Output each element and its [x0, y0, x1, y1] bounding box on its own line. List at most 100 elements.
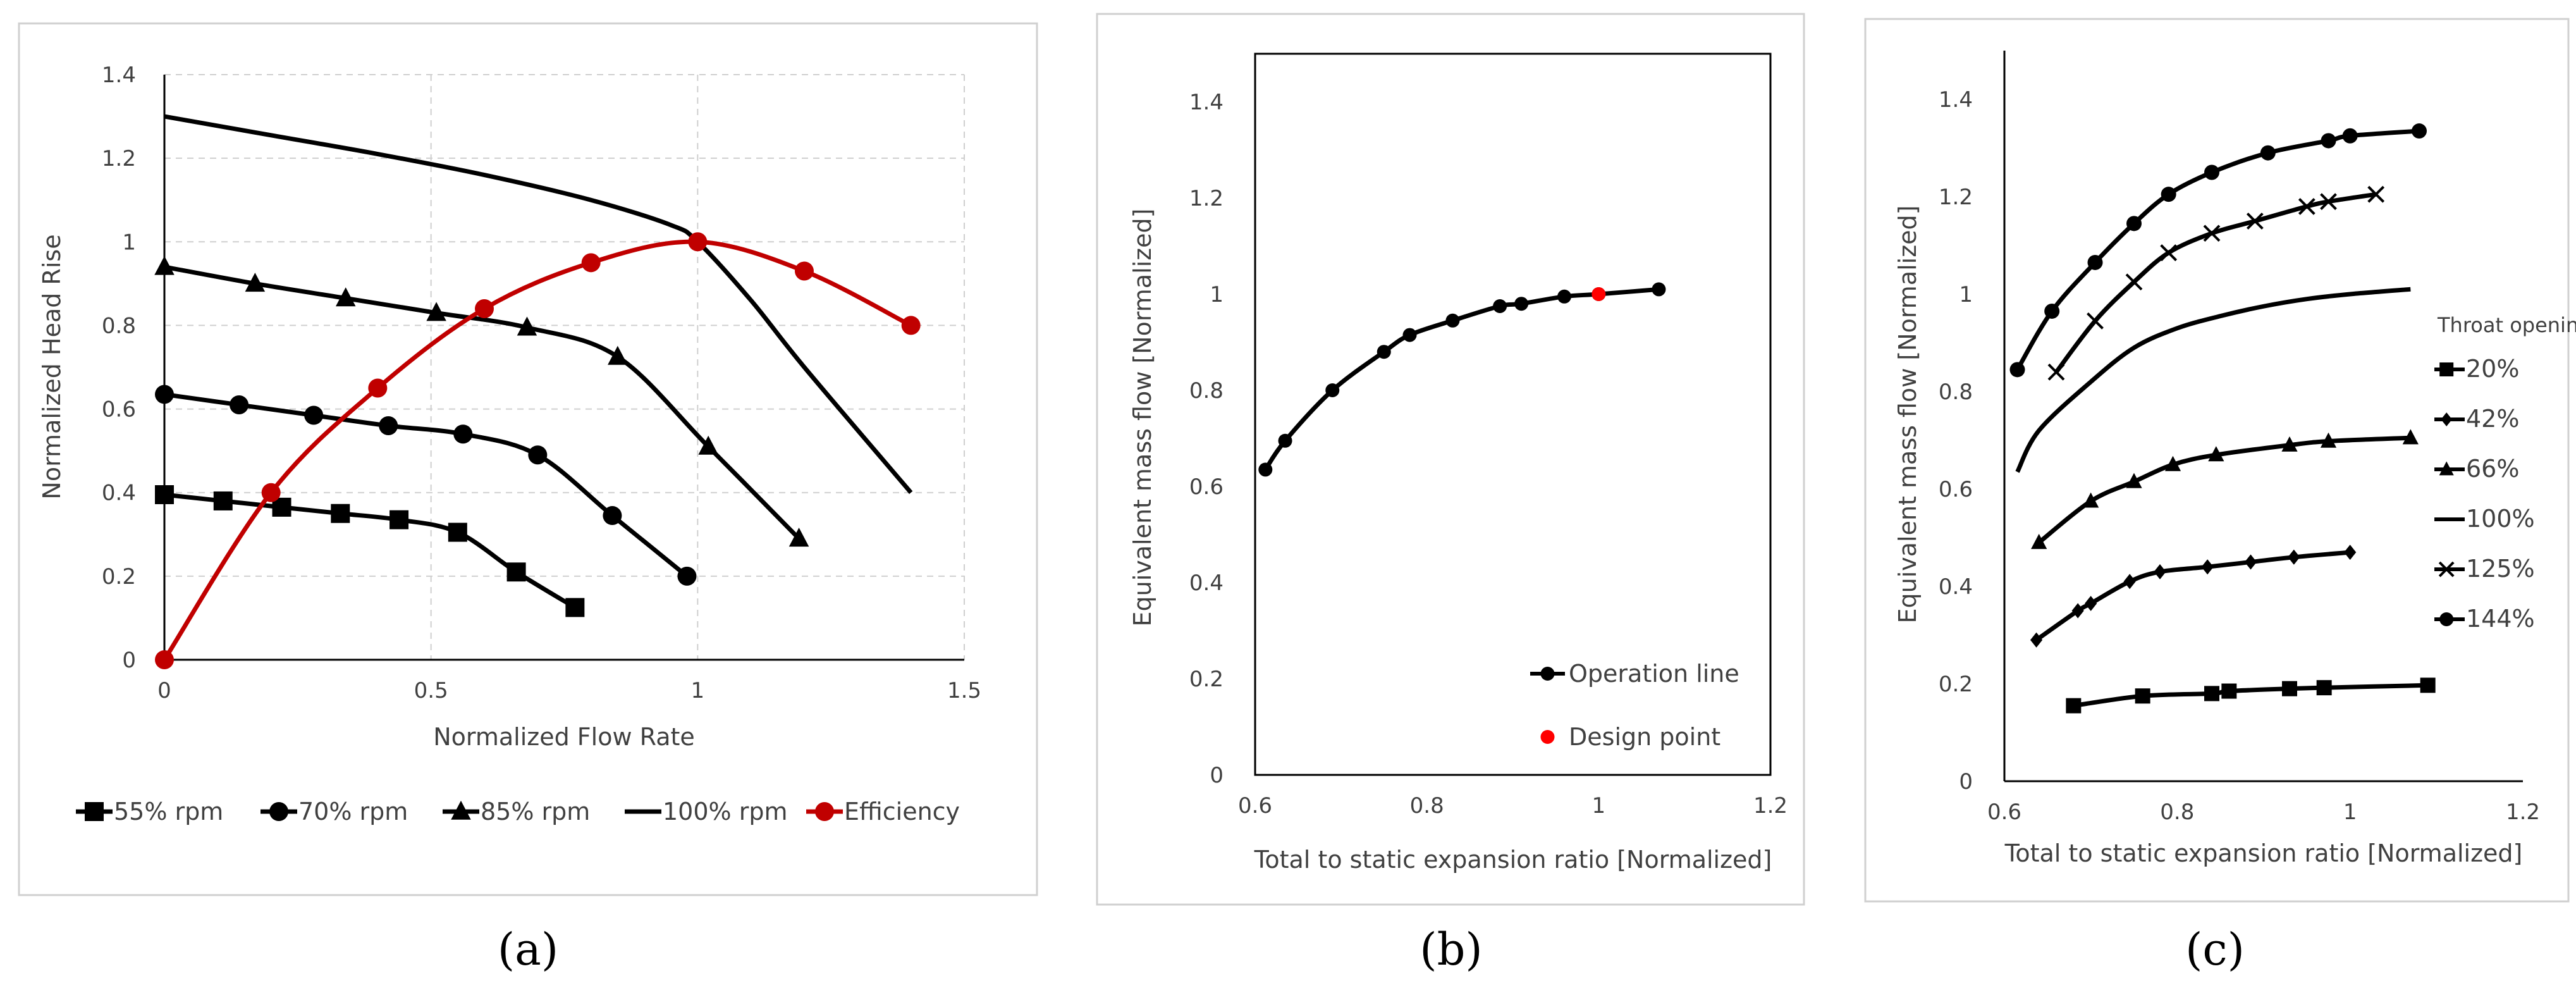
c-point-20-1	[2135, 688, 2150, 704]
b-point-operation-line-6	[1493, 299, 1507, 313]
a-point-efficiency-0	[155, 650, 174, 669]
a-point-55-rpm-1	[213, 491, 233, 510]
a-point-70-rpm-6	[603, 506, 622, 526]
b-plot-frame	[1254, 53, 1772, 776]
c-legend-item-3: 100%	[2434, 505, 2535, 533]
a-legend-item-0: 55% rpm	[76, 798, 223, 825]
c-point-144-4	[2161, 187, 2176, 202]
b-point-operation-line-2	[1325, 383, 1340, 397]
c-point-66-2	[2126, 473, 2142, 488]
a-point-efficiency-6	[795, 261, 814, 281]
b-legend-label-0: Operation line	[1569, 660, 1739, 688]
a-point-85-rpm-7	[788, 528, 809, 547]
a-point-70-rpm-0	[155, 385, 174, 404]
b-y-tick-label-0: 0	[1210, 763, 1224, 788]
a-point-70-rpm-1	[230, 395, 249, 414]
b-point-operation-line-1	[1278, 433, 1292, 448]
b-y-tick-label-4: 0.8	[1189, 378, 1224, 404]
c-series-42	[2030, 545, 2357, 648]
c-legend-label-2: 66%	[2466, 455, 2519, 483]
c-point-42-0	[2030, 632, 2043, 648]
b-series-design-point	[1592, 287, 1606, 301]
c-point-144-3	[2126, 216, 2142, 232]
b-y-axis-label: Equivalent mass flow [Normalized]	[1129, 208, 1156, 626]
a-y-tick-label-5: 1	[122, 230, 136, 255]
c-series-66	[2031, 429, 2419, 549]
a-series-85-rpm	[154, 256, 809, 547]
b-x-tick-label-3: 1.2	[1753, 793, 1788, 819]
c-series-144	[2009, 123, 2427, 378]
a-x-tick-label-0: 0	[157, 678, 171, 703]
c-point-125-3	[2160, 244, 2178, 261]
c-point-66-0	[2031, 533, 2047, 549]
b-y-tick-label-1: 0.2	[1189, 667, 1224, 692]
c-legend-marker-2	[2439, 461, 2454, 476]
c-point-125-5	[2246, 213, 2264, 230]
b-legend-label-1: Design point	[1569, 723, 1720, 751]
b-y-tick-label-7: 1.4	[1189, 90, 1224, 115]
c-point-66-7	[2402, 429, 2419, 445]
c-point-42-6	[2244, 554, 2257, 570]
b-point-design-point-0	[1592, 287, 1606, 301]
a-point-55-rpm-4	[389, 510, 409, 529]
c-point-20-0	[2066, 698, 2082, 714]
a-point-70-rpm-2	[304, 405, 324, 425]
c-point-144-0	[2009, 362, 2025, 378]
a-series-line-100-rpm	[164, 114, 913, 494]
panel-a-chart: 0 0.2 0.4 0.6 0.8 1 1.2 1.4 0 0.5 1 1.5 Normalized F…	[38, 63, 981, 825]
c-legend-marker-1	[2441, 412, 2452, 426]
c-point-125-6	[2298, 197, 2315, 215]
c-point-125-1	[2087, 312, 2104, 330]
b-x-tick-label-0: 0.6	[1238, 793, 1272, 819]
a-point-85-rpm-5	[608, 345, 628, 365]
c-legend-item-1: 42%	[2434, 405, 2519, 433]
a-y-tick-label-4: 0.8	[102, 313, 136, 338]
c-y-tick-label-2: 0.4	[1939, 574, 1973, 600]
c-series-125	[2047, 185, 2385, 381]
a-point-55-rpm-6	[506, 562, 526, 582]
b-point-operation-line-8	[1557, 289, 1571, 304]
a-legend-marker-0	[85, 802, 104, 821]
c-y-tick-label-3: 0.6	[1939, 477, 1973, 502]
b-x-axis-label: Total to static expansion ratio [Normali…	[1254, 846, 1772, 874]
c-point-20-5	[2316, 680, 2332, 696]
b-point-operation-line-0	[1258, 462, 1273, 477]
c-y-tick-label-5: 1	[1959, 282, 1973, 307]
c-legend-marker-5	[2439, 612, 2454, 626]
a-point-85-rpm-2	[335, 287, 356, 307]
a-legend-label-4: Efficiency	[844, 798, 960, 825]
b-x-tick-label-1: 0.8	[1410, 793, 1444, 819]
a-point-85-rpm-4	[517, 316, 537, 336]
b-y-tick-label-3: 0.6	[1189, 474, 1224, 500]
c-point-20-2	[2204, 686, 2219, 702]
c-point-144-7	[2321, 133, 2336, 149]
a-legend-item-3: 100% rpm	[625, 798, 787, 825]
b-point-operation-line-5	[1445, 313, 1460, 328]
c-point-20-6	[2420, 677, 2436, 693]
c-legend-label-3: 100%	[2466, 505, 2535, 533]
a-point-55-rpm-3	[331, 504, 350, 523]
a-legend-marker-2	[451, 800, 471, 820]
a-legend-marker-4	[815, 802, 834, 821]
a-legend-marker-1	[269, 802, 288, 821]
a-point-70-rpm-5	[528, 445, 548, 465]
c-point-66-4	[2208, 446, 2224, 462]
c-point-144-6	[2260, 145, 2276, 161]
c-x-tick-label-0: 0.6	[1987, 800, 2021, 825]
a-point-efficiency-5	[688, 232, 708, 252]
c-series-line-144	[2015, 128, 2420, 371]
c-point-66-1	[2083, 492, 2099, 508]
c-y-tick-label-4: 0.8	[1939, 380, 1973, 405]
c-legend-title: Throat opening	[2437, 313, 2576, 337]
c-point-66-3	[2164, 455, 2181, 471]
a-point-efficiency-7	[901, 316, 921, 335]
c-point-144-5	[2204, 164, 2219, 180]
panel-c-chart: 0 0.2 0.4 0.6 0.8 1 1.2 1.4 0.6 0.8 1 1.2 Total to s…	[1894, 51, 2576, 867]
c-point-42-3	[2123, 574, 2136, 590]
a-point-70-rpm-7	[677, 566, 697, 586]
a-series-55-rpm	[155, 485, 585, 617]
a-point-70-rpm-4	[453, 424, 473, 444]
a-point-85-rpm-6	[698, 435, 718, 455]
a-legend-label-3: 100% rpm	[663, 798, 787, 825]
